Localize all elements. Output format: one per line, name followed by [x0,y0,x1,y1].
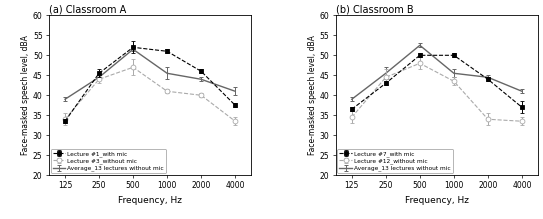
Text: (a) Classroom A: (a) Classroom A [49,5,126,14]
X-axis label: Frequency, Hz: Frequency, Hz [405,196,469,205]
Y-axis label: Face-masked speech level, dBA: Face-masked speech level, dBA [308,35,317,155]
X-axis label: Frequency, Hz: Frequency, Hz [118,196,182,205]
Y-axis label: Face-masked speech level, dBA: Face-masked speech level, dBA [21,35,30,155]
Legend: Lecture #7_with mic, Lecture #12_without mic, Average_13 lectures without mic: Lecture #7_with mic, Lecture #12_without… [337,149,453,173]
Text: (b) Classroom B: (b) Classroom B [336,5,413,14]
Legend: Lecture #1_with mic, Lecture #3_without mic, Average_13 lectures without mic: Lecture #1_with mic, Lecture #3_without … [50,149,166,173]
